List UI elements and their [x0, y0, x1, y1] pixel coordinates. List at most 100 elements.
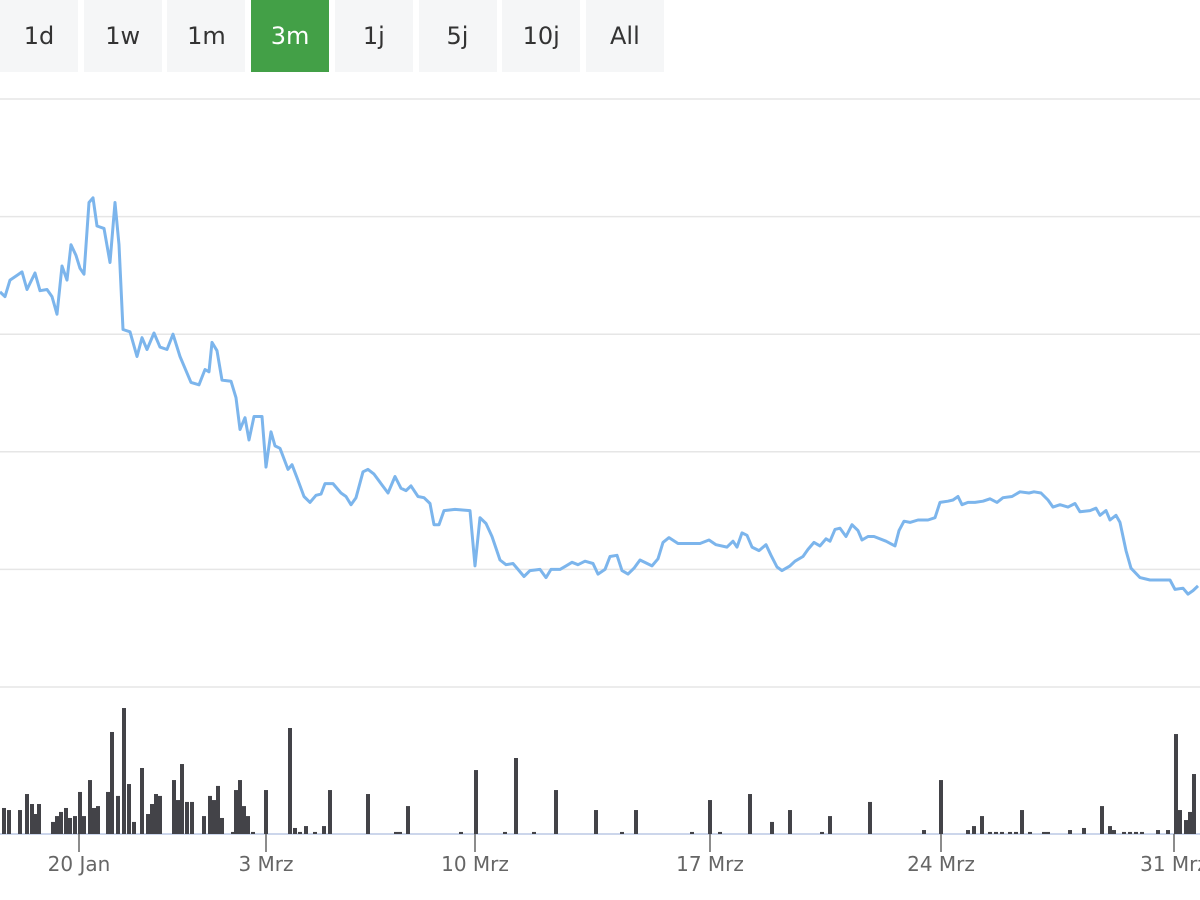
price-line [0, 196, 1200, 596]
x-tick-label: 17 Mrz [676, 852, 744, 876]
volume-bar [322, 826, 326, 834]
volume-bar [180, 764, 184, 834]
volume-bar [1100, 806, 1104, 834]
volume-bar [313, 831, 317, 834]
volume-bar [1082, 827, 1086, 834]
volume-bar [1140, 831, 1144, 834]
volume-bar [51, 821, 55, 834]
volume-bar [328, 790, 332, 834]
volume-bar [234, 790, 238, 834]
volume-bar [868, 801, 872, 834]
volume-bar [994, 831, 998, 834]
volume-bar [1188, 811, 1192, 834]
volume-bar [828, 816, 832, 834]
volume-bar [514, 758, 518, 834]
volume-bar [216, 785, 220, 834]
x-tick-label: 20 Jan [48, 852, 111, 876]
volume-bar [212, 800, 216, 834]
volume-bar [78, 791, 82, 834]
volume-bar [37, 804, 41, 834]
volume-bar [158, 795, 162, 834]
x-tick-label: 31 Mrz [1140, 852, 1200, 876]
volume-bar [988, 831, 992, 834]
volume-bar [1184, 820, 1188, 834]
volume-bar [116, 795, 120, 834]
volume-bar [246, 816, 250, 834]
volume-bar [980, 816, 984, 834]
volume-bar [1028, 831, 1032, 834]
volume-bar [231, 831, 235, 834]
volume-bar [132, 821, 136, 834]
range-button[interactable]: 1d [0, 0, 78, 72]
range-button[interactable]: 1w [83, 0, 162, 72]
volume-bar [146, 814, 150, 834]
volume-bar [788, 810, 792, 834]
volume-bar [594, 810, 598, 834]
volume-bar [55, 816, 59, 834]
volume-bar [220, 817, 224, 834]
volume-bar [190, 801, 194, 834]
volume-bar [1134, 831, 1138, 834]
volume-bar [1156, 830, 1160, 834]
volume-bar [288, 728, 292, 834]
range-button[interactable]: 1j [334, 0, 413, 72]
x-tick-label: 24 Mrz [907, 852, 975, 876]
range-button[interactable]: All [585, 0, 664, 72]
volume-bar [922, 830, 926, 834]
volume-bar [1108, 826, 1112, 834]
volume-bar [25, 794, 29, 834]
volume-bar [1020, 810, 1024, 834]
volume-bar [1042, 831, 1046, 834]
volume-bar [202, 816, 206, 834]
volume-bar [242, 806, 246, 834]
volume-bar [264, 790, 268, 834]
volume-bar [1178, 810, 1182, 834]
volume-bar [770, 821, 774, 834]
volume-bar [176, 800, 180, 834]
volume-bar [939, 780, 943, 834]
range-button[interactable]: 1m [167, 0, 246, 72]
range-button[interactable]: 5j [418, 0, 497, 72]
volume-bar [708, 800, 712, 834]
volume-bar [474, 770, 478, 834]
volume-bar [503, 831, 507, 834]
x-tick-label: 10 Mrz [441, 852, 509, 876]
volume-bar [690, 831, 694, 834]
volume-bar [140, 767, 144, 834]
volume-bar [1166, 830, 1170, 834]
volume-bar [1008, 831, 1012, 834]
volume-bar [18, 810, 22, 834]
range-button[interactable]: 10j [502, 0, 581, 72]
volume-bar [1122, 831, 1126, 834]
volume-bar [34, 814, 38, 834]
x-tick-label: 3 Mrz [238, 852, 293, 876]
volume-bar [110, 731, 114, 834]
volume-bar [966, 830, 970, 834]
volume-bar [1192, 774, 1196, 834]
volume-bar [150, 804, 154, 834]
volume-bar [238, 780, 242, 834]
volume-bar [718, 831, 722, 834]
volume-bar [2, 807, 6, 834]
volume-bar [1046, 831, 1050, 834]
volume-bar [92, 807, 96, 834]
volume-bar [406, 806, 410, 834]
volume-bar [127, 784, 131, 834]
volume-bar [122, 708, 126, 834]
volume-bar [68, 817, 72, 834]
volume-bar [298, 831, 302, 834]
volume-bar [304, 826, 308, 834]
volume-bar [30, 804, 34, 834]
volume-bar [1014, 831, 1018, 834]
volume-bar [398, 831, 402, 834]
range-button[interactable]: 3m [251, 0, 330, 72]
volume-bar [366, 794, 370, 834]
volume-bar [748, 794, 752, 834]
volume-bar [73, 816, 77, 834]
volume-bar [96, 806, 100, 834]
volume-bar [208, 795, 212, 834]
volume-bar [293, 827, 297, 834]
volume-bar [1112, 830, 1116, 834]
volume-bar [172, 780, 176, 834]
